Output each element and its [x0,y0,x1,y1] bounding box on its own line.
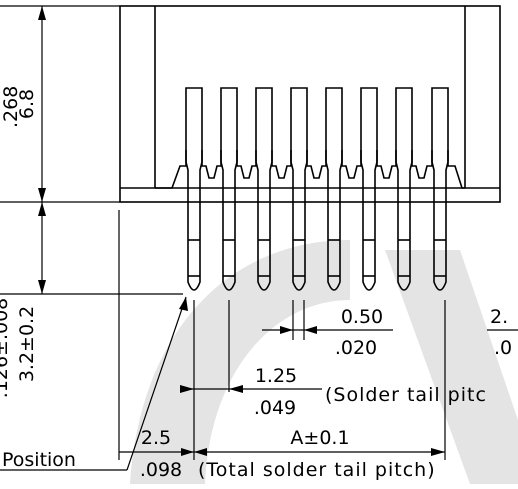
pin-7 [395,87,413,291]
offset-mm-label: 2.5 [141,427,171,449]
pin-1 [185,87,203,291]
pitch-in-label: .049 [254,397,296,419]
pin-width-mm-label: 0.50 [341,306,383,328]
tail-mm-label: 3.2±0.2 [16,306,38,382]
cut-mm-label: 2. [490,306,508,328]
pitch-mm-label: 1.25 [255,365,297,387]
total-mm-label: A±0.1 [290,427,349,449]
dimension-lines [0,5,518,471]
offset-in-label: .098 [140,459,182,481]
pitch-text-label: (Solder tail pitc [325,384,487,406]
pin-6 [360,87,378,291]
connector-body [119,5,501,203]
height-in-label: .268 [0,86,22,128]
position-callout-label: Position [2,449,76,471]
pin-group [155,87,465,291]
pin-comb-line [155,150,465,189]
watermark-arc [130,240,350,484]
tail-in-label: .126±.008 [0,298,12,399]
cut-in-label: .0 [494,337,512,359]
pin-3 [255,87,273,291]
pin-5 [325,87,343,291]
height-mm-label: 6.8 [16,89,38,119]
pin-4 [290,87,308,291]
pin-2 [220,87,238,291]
arrowheads [38,6,445,456]
pin-8 [431,87,449,291]
pin-width-in-label: .020 [335,337,377,359]
watermark-slash [385,250,518,484]
total-text-label: (Total solder tail pitch) [198,459,436,481]
